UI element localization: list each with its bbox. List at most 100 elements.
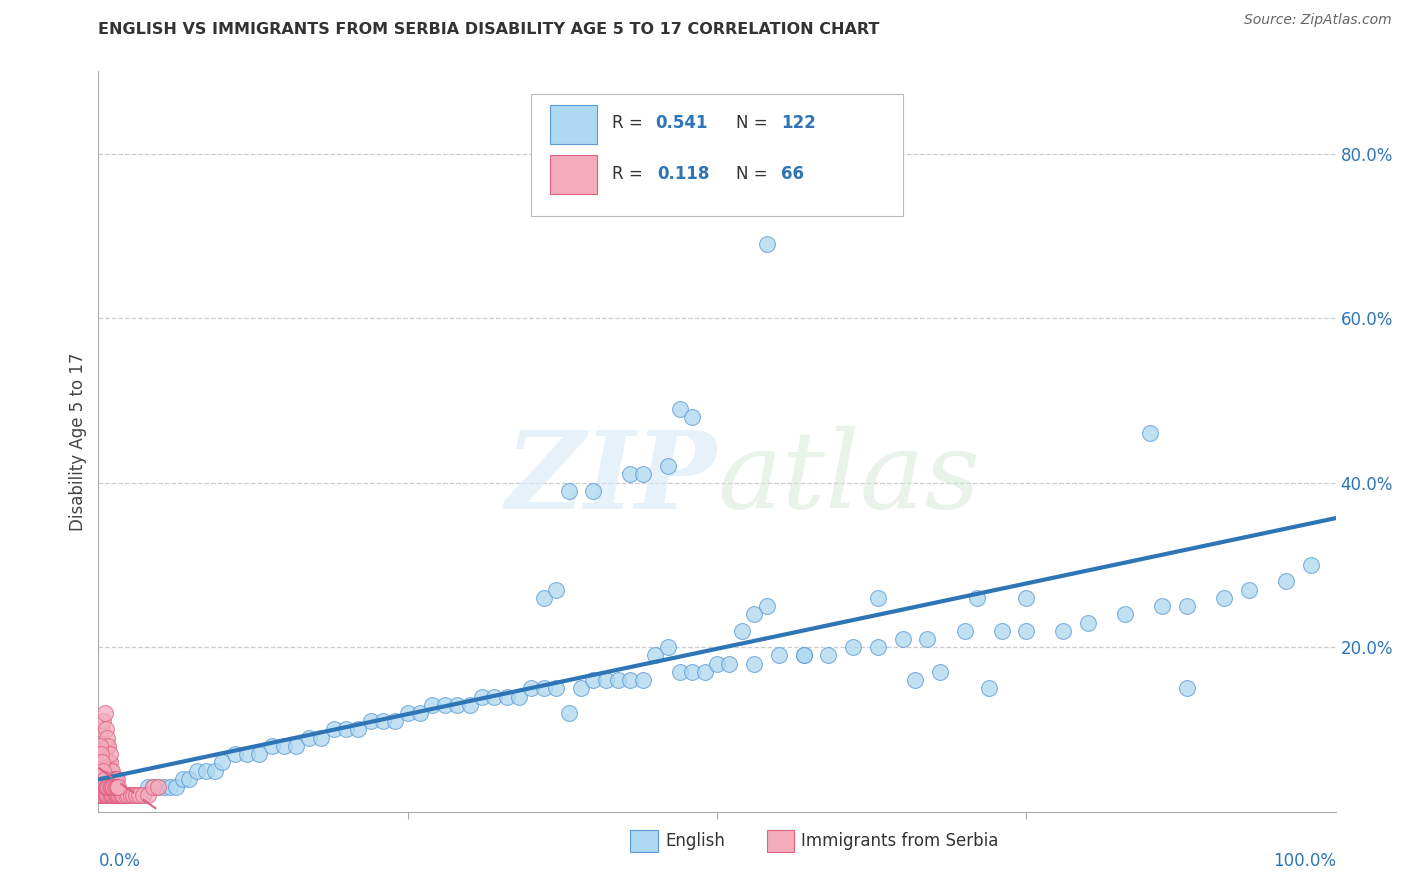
Point (103, 772, 125, 786)
Point (94, 789, 117, 803)
Point (159, 780, 181, 794)
Point (172, 772, 194, 786)
Point (681, 409, 703, 424)
Text: R =: R = (612, 114, 648, 132)
Point (1175, 681, 1198, 696)
Point (495, 690, 517, 704)
Point (117, 789, 139, 803)
Point (136, 780, 159, 794)
Point (1077, 615, 1099, 630)
Point (681, 665, 703, 679)
Point (247, 747, 270, 761)
Point (146, 780, 169, 794)
Point (124, 789, 146, 803)
Point (619, 467, 641, 482)
Point (396, 706, 419, 720)
Point (793, 648, 815, 663)
Point (98, 789, 121, 803)
Point (928, 665, 950, 679)
Point (93, 789, 115, 803)
Point (718, 657, 741, 671)
Point (105, 780, 128, 794)
Point (1213, 591, 1236, 605)
Point (122, 789, 145, 803)
Point (97, 789, 120, 803)
Text: 122: 122 (782, 114, 815, 132)
Point (112, 789, 135, 803)
Point (97, 780, 120, 794)
Point (108, 789, 131, 803)
Text: Immigrants from Serbia: Immigrants from Serbia (801, 832, 998, 850)
Point (96, 739, 118, 753)
Point (94, 789, 117, 803)
Point (128, 789, 150, 803)
Point (91, 789, 114, 803)
Point (142, 780, 165, 794)
Point (471, 690, 494, 704)
Point (91, 723, 114, 737)
Point (979, 681, 1001, 696)
Point (110, 789, 132, 803)
Text: 0.541: 0.541 (655, 114, 707, 132)
FancyBboxPatch shape (531, 94, 903, 216)
Point (891, 632, 914, 646)
Point (1152, 599, 1174, 613)
Point (120, 789, 142, 803)
Point (94, 780, 117, 794)
Point (917, 632, 939, 646)
Point (731, 624, 754, 638)
Point (100, 789, 122, 803)
Point (706, 657, 728, 671)
Point (631, 673, 654, 687)
Point (101, 789, 124, 803)
Point (120, 789, 142, 803)
Point (89, 789, 111, 803)
Point (124, 789, 146, 803)
Point (569, 681, 592, 696)
Point (96, 780, 118, 794)
Point (195, 764, 218, 778)
Point (755, 237, 778, 252)
Point (768, 648, 790, 663)
Point (117, 789, 139, 803)
Text: 66: 66 (782, 164, 804, 183)
Point (953, 624, 976, 638)
Point (100, 789, 122, 803)
Point (103, 780, 125, 794)
Point (103, 772, 125, 786)
Point (98, 789, 121, 803)
Point (793, 648, 815, 663)
Point (101, 764, 124, 778)
Point (595, 673, 617, 687)
Point (285, 739, 308, 753)
Text: 0.118: 0.118 (658, 164, 710, 183)
Point (114, 789, 136, 803)
Point (91, 764, 114, 778)
Point (693, 665, 716, 679)
Point (105, 789, 128, 803)
Text: R =: R = (612, 164, 654, 183)
Point (93, 789, 115, 803)
Text: ZIP: ZIP (506, 425, 717, 532)
Point (96, 789, 118, 803)
Point (98, 780, 121, 794)
Point (93, 764, 115, 778)
Text: Source: ZipAtlas.com: Source: ZipAtlas.com (1244, 13, 1392, 28)
Point (298, 731, 321, 745)
Text: atlas: atlas (717, 426, 980, 531)
Point (484, 690, 506, 704)
Text: ENGLISH VS IMMIGRANTS FROM SERBIA DISABILITY AGE 5 TO 17 CORRELATION CHART: ENGLISH VS IMMIGRANTS FROM SERBIA DISABI… (98, 22, 880, 37)
Point (1052, 624, 1074, 638)
Bar (550, 155, 598, 194)
Y-axis label: Disability Age 5 to 17: Disability Age 5 to 17 (69, 352, 87, 531)
Point (103, 789, 125, 803)
Point (91, 756, 114, 770)
Point (146, 780, 169, 794)
Point (371, 714, 394, 729)
Point (236, 747, 259, 761)
Point (104, 789, 127, 803)
Point (107, 789, 129, 803)
Point (204, 764, 226, 778)
Point (111, 789, 134, 803)
Point (108, 789, 131, 803)
